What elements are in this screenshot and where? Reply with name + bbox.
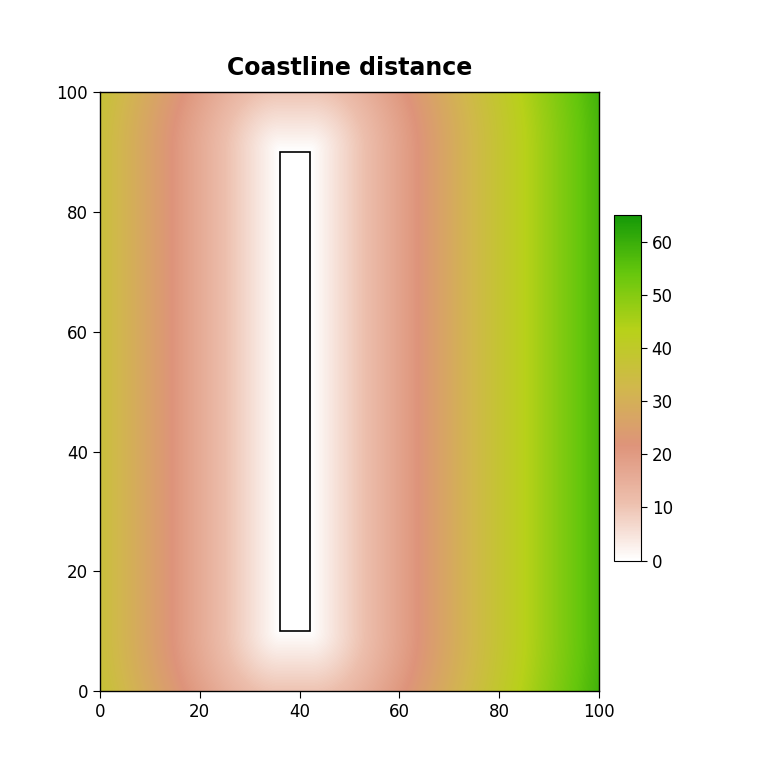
Title: Coastline distance: Coastline distance [227,57,472,81]
Bar [280,152,310,631]
